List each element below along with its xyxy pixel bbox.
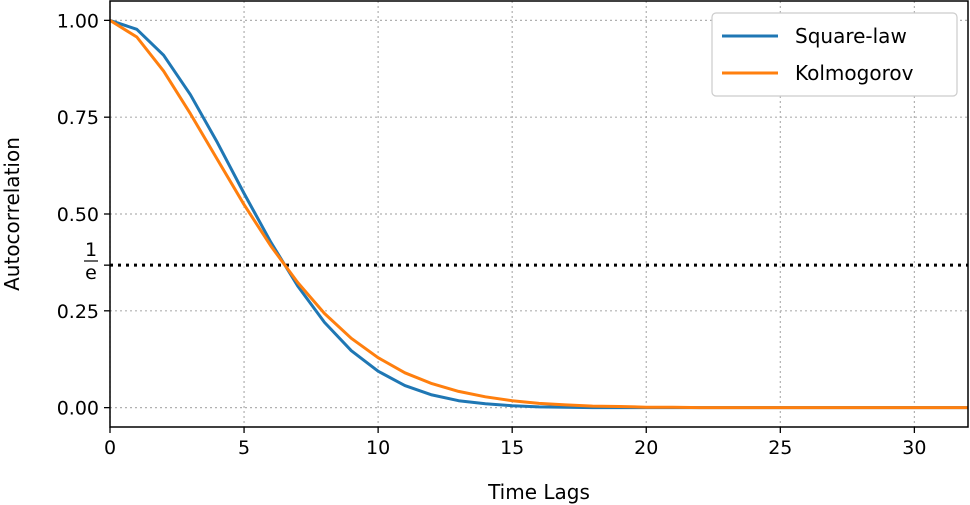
x-tick-label: 20	[634, 437, 658, 459]
one-over-e-denominator: e	[85, 262, 97, 284]
series-lines	[109, 18, 968, 410]
x-tick-label: 0	[104, 437, 116, 459]
x-axis-label: Time Lags	[487, 480, 590, 504]
legend-label-kolmogorov: Kolmogorov	[795, 61, 914, 85]
y-tick-label: 1.00	[57, 10, 99, 32]
series-line-kolmogorov	[109, 19, 968, 410]
x-tick-label: 10	[366, 437, 390, 459]
x-tick-label: 30	[902, 437, 926, 459]
x-tick-label: 25	[768, 437, 792, 459]
y-tick-label: 0.25	[57, 301, 99, 323]
one-over-e-numerator: 1	[85, 239, 97, 261]
y-tick-label: 0.75	[57, 107, 99, 129]
one-over-e-label: 1 e	[84, 239, 98, 284]
legend-label-square-law: Square-law	[795, 24, 907, 48]
x-tick-label: 15	[500, 437, 524, 459]
x-tick-label: 5	[238, 437, 250, 459]
legend: Square-law Kolmogorov	[711, 12, 958, 97]
y-axis-label: Autocorrelation	[0, 137, 24, 291]
y-tick-label: 0.50	[57, 204, 99, 226]
ticks: 0 5 10 15 20 25 30 0.00 0.25 0.50 0.75 1.00	[57, 10, 927, 459]
legend-box	[711, 12, 958, 97]
y-tick-label: 0.00	[57, 398, 99, 420]
